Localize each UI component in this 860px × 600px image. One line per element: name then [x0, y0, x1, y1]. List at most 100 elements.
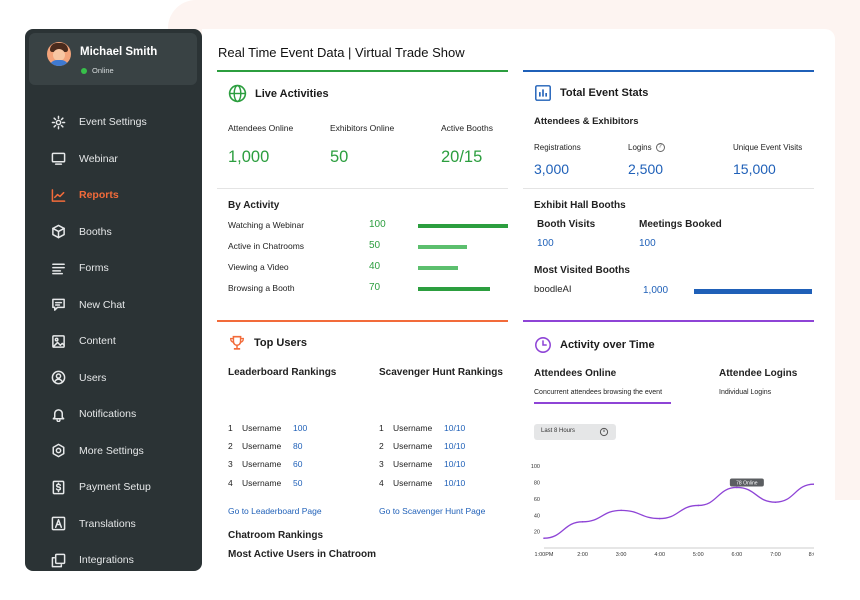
tab-attendees-online[interactable]: Attendees Online [534, 368, 617, 379]
activity-over-time-header: Activity over Time [534, 336, 655, 354]
sidebar-item-content[interactable]: Content [25, 323, 202, 360]
x-tick-label: 5:00 [693, 552, 704, 558]
sidebar-item-label: Event Settings [79, 116, 147, 129]
y-tick-label: 40 [534, 513, 540, 519]
stat-label-exhibitors-online: Exhibitors Online [330, 123, 395, 133]
booth-value: 1,000 [643, 285, 669, 296]
rank-score: 10/10 [444, 423, 466, 433]
activity-label: Active in Chatrooms [228, 241, 305, 251]
user-profile[interactable]: Michael Smith Online [29, 33, 197, 85]
time-range-label: Last 8 Hours [541, 428, 576, 434]
sidebar-item-webinar[interactable]: Webinar [25, 141, 202, 178]
sidebar-item-label: Booths [79, 225, 112, 238]
booth-bar [694, 289, 812, 294]
sidebar-item-reports[interactable]: Reports [25, 177, 202, 214]
sidebar-item-users[interactable]: Users [25, 360, 202, 397]
activity-value: 100 [369, 219, 386, 230]
total-event-stats-header: Total Event Stats [534, 84, 648, 102]
sidebar-item-notifications[interactable]: Notifications [25, 396, 202, 433]
stat-label-unique-visits: Unique Event Visits [733, 143, 803, 152]
cube-icon [52, 224, 65, 239]
data-point [697, 504, 700, 507]
monitor-icon [51, 152, 66, 166]
stat-value-unique-visits: 15,000 [733, 161, 776, 177]
meetings-booked-value: 100 [639, 238, 656, 249]
stat-label-attendees-online: Attendees Online [228, 123, 294, 133]
translate-icon [51, 516, 66, 531]
rank-score: 10/10 [444, 459, 466, 470]
stat-label-active-booths: Active Booths [441, 123, 493, 133]
live-activities-header: Live Activities [228, 84, 329, 103]
hex-gear-icon [52, 443, 65, 458]
sidebar-item-payment-setup[interactable]: Payment Setup [25, 469, 202, 506]
activity-value: 50 [369, 240, 381, 251]
stat-value-logins: 2,500 [628, 161, 664, 177]
rank-username: Username [393, 459, 433, 470]
sidebar-item-new-chat[interactable]: New Chat [25, 287, 202, 324]
x-tick-label: 1:00PM [535, 552, 554, 558]
sidebar-item-integrations[interactable]: Integrations [25, 542, 202, 571]
chart-tooltip [729, 478, 764, 487]
sidebar-item-label: Content [79, 335, 116, 348]
activity-bar [418, 224, 508, 228]
rank-username: Username [393, 477, 433, 488]
sidebar-item-label: New Chat [79, 298, 126, 311]
sidebar-item-label: Reports [79, 189, 119, 202]
y-tick-label: 100 [531, 464, 540, 470]
x-tick-label: 4:00 [654, 552, 665, 558]
form-icon [52, 263, 65, 275]
bar-chart-icon [535, 85, 551, 101]
leaderboard-title: Leaderboard Rankings [228, 367, 337, 378]
user-icon [51, 370, 66, 385]
main-content: Real Time Event Data | Virtual Trade Sho… [202, 29, 835, 571]
tab-attendee-logins-subtitle: Individual Logins [719, 389, 772, 396]
chat-icon [52, 298, 65, 312]
top-users-panel: Top Users Leaderboard Rankings Scavenger… [217, 320, 508, 560]
y-tick-label: 80 [534, 481, 540, 487]
sidebar-item-forms[interactable]: Forms [25, 250, 202, 287]
most-visited-title: Most Visited Booths [534, 265, 630, 276]
chart-tooltip-text: 78 Online [736, 480, 758, 486]
rank-number: 3 [379, 459, 384, 470]
sidebar-item-booths[interactable]: Booths [25, 214, 202, 251]
data-point [581, 521, 584, 523]
help-icon[interactable]: ? [655, 143, 665, 153]
scavenger-link[interactable]: Go to Scavenger Hunt Page [379, 506, 486, 516]
stat-label-registrations: Registrations [534, 143, 581, 152]
total-event-stats-panel: Total Event Stats Attendees & Exhibitors… [523, 70, 814, 320]
rank-username: Username [242, 459, 282, 470]
sidebar-item-event-settings[interactable]: Event Settings [25, 104, 202, 141]
online-indicator-icon [81, 67, 87, 74]
data-point [620, 509, 622, 512]
data-point [736, 486, 738, 489]
rank-username: Username [242, 477, 282, 488]
stat-value-active-booths: 20/15 [441, 148, 483, 166]
by-activity-title: By Activity [228, 200, 280, 211]
sidebar-item-label: Payment Setup [79, 481, 151, 494]
leaderboard-link[interactable]: Go to Leaderboard Page [228, 506, 322, 516]
data-point [658, 517, 661, 520]
activity-bar [418, 245, 467, 249]
total-event-stats-title: Total Event Stats [560, 87, 649, 99]
avatar [47, 42, 71, 66]
live-activities-title: Live Activities [255, 87, 329, 100]
rank-score: 100 [293, 423, 308, 433]
rank-username: Username [393, 423, 433, 433]
refresh-icon [599, 427, 609, 437]
attendees-exhibitors-title: Attendees & Exhibitors [534, 116, 639, 127]
time-range-select[interactable]: Last 8 Hours [534, 424, 616, 440]
sidebar-item-more-settings[interactable]: More Settings [25, 433, 202, 470]
active-tab-indicator [534, 402, 671, 404]
x-tick-label: 2:00 [577, 552, 588, 558]
booth-visits-value: 100 [537, 238, 554, 249]
exhibit-hall-title: Exhibit Hall Booths [534, 200, 626, 211]
sidebar-item-label: Notifications [79, 408, 137, 421]
sidebar-item-translations[interactable]: Translations [25, 506, 202, 543]
rank-score: 10/10 [444, 441, 466, 452]
activity-over-time-panel: Activity over Time Attendees Online Conc… [523, 320, 814, 560]
rank-username: Username [242, 423, 282, 433]
status-text: Online [92, 66, 114, 75]
dollar-icon [52, 480, 65, 495]
activity-label: Browsing a Booth [228, 283, 295, 293]
tab-attendee-logins[interactable]: Attendee Logins [719, 368, 798, 379]
